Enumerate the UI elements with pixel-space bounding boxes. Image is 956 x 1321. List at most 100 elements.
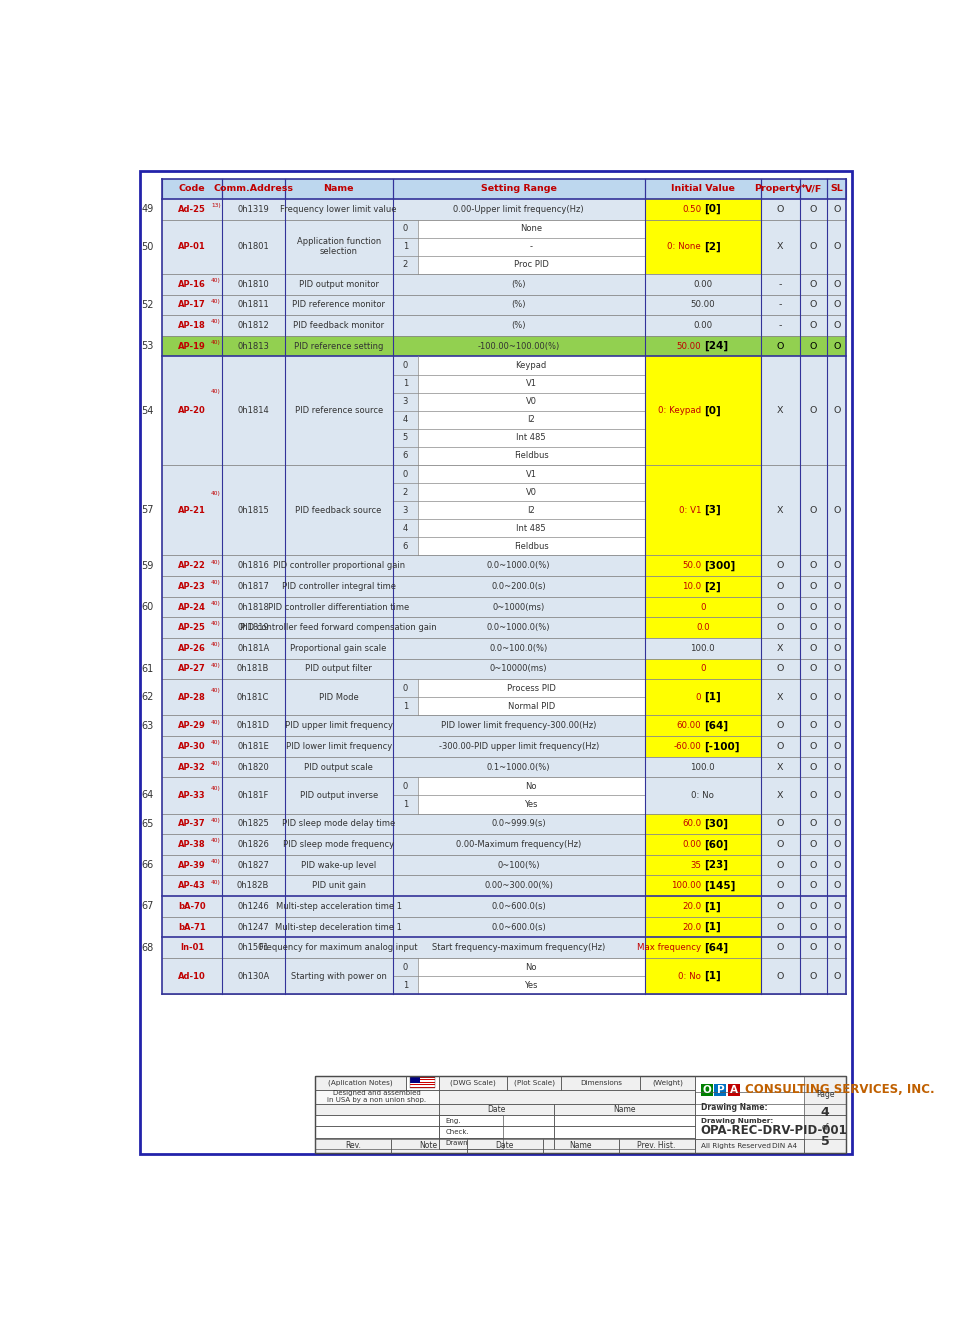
Text: 0.0~200.0(s): 0.0~200.0(s) xyxy=(491,583,546,590)
Text: (%): (%) xyxy=(511,300,526,309)
Text: O: O xyxy=(834,819,840,828)
Bar xyxy=(393,597,644,617)
Bar xyxy=(285,757,393,777)
Text: AP-22: AP-22 xyxy=(178,561,206,571)
Text: O: O xyxy=(834,406,840,415)
Bar xyxy=(163,716,222,736)
Text: Multi-step acceleration time 1: Multi-step acceleration time 1 xyxy=(275,902,402,911)
Bar xyxy=(827,896,846,917)
Bar xyxy=(800,316,827,336)
Text: 0h1813: 0h1813 xyxy=(237,342,269,350)
Text: O: O xyxy=(810,840,817,849)
Text: O: O xyxy=(810,664,817,674)
Bar xyxy=(827,273,846,295)
Bar xyxy=(285,199,393,219)
Bar xyxy=(439,1104,554,1115)
Bar xyxy=(800,896,827,917)
Text: X: X xyxy=(777,506,784,515)
Text: 63: 63 xyxy=(141,721,154,731)
Text: 64: 64 xyxy=(141,790,154,801)
Text: 0.0~100.0(%): 0.0~100.0(%) xyxy=(489,643,548,653)
Text: AP-23: AP-23 xyxy=(178,583,206,590)
Bar xyxy=(222,876,285,896)
Text: Initial Value: Initial Value xyxy=(671,184,734,193)
Bar xyxy=(163,316,222,336)
Bar xyxy=(695,1075,846,1104)
Text: O: O xyxy=(834,902,840,911)
Text: 40): 40) xyxy=(211,688,221,694)
Text: 0.00: 0.00 xyxy=(693,280,712,289)
Bar xyxy=(410,1078,435,1089)
Bar xyxy=(761,638,800,659)
Text: 0h1801: 0h1801 xyxy=(237,242,269,251)
Text: PID output scale: PID output scale xyxy=(304,762,373,771)
Text: 0h181F: 0h181F xyxy=(237,791,269,801)
Bar xyxy=(827,597,846,617)
Bar xyxy=(644,757,761,777)
Bar xyxy=(222,814,285,834)
Bar xyxy=(163,834,222,855)
Text: 50.00: 50.00 xyxy=(677,342,701,350)
Bar xyxy=(315,1115,439,1127)
Text: O: O xyxy=(810,902,817,911)
Bar xyxy=(163,855,222,876)
Bar xyxy=(393,938,644,958)
Bar xyxy=(800,834,827,855)
Text: In-01: In-01 xyxy=(180,943,204,952)
Text: -: - xyxy=(779,300,782,309)
Text: 40): 40) xyxy=(211,491,221,497)
Text: Max frequency: Max frequency xyxy=(637,943,701,952)
Text: 0.0~1000.0(%): 0.0~1000.0(%) xyxy=(487,624,551,633)
Bar xyxy=(827,938,846,958)
Text: 40): 40) xyxy=(211,663,221,667)
Bar xyxy=(315,1075,406,1090)
Text: 0h181E: 0h181E xyxy=(237,742,269,750)
Text: of: of xyxy=(821,1123,829,1132)
Bar xyxy=(163,178,846,199)
Bar xyxy=(285,814,393,834)
Text: A: A xyxy=(729,1085,738,1095)
Text: 0h1825: 0h1825 xyxy=(237,819,269,828)
Text: 60: 60 xyxy=(141,602,154,612)
Text: O: O xyxy=(834,861,840,869)
Bar xyxy=(761,357,800,465)
Text: PID feedback monitor: PID feedback monitor xyxy=(293,321,384,330)
Text: O: O xyxy=(776,861,784,869)
Bar xyxy=(393,814,644,834)
Bar xyxy=(800,357,827,465)
Text: 0: 0 xyxy=(700,664,706,674)
Text: [-100]: [-100] xyxy=(705,741,740,752)
Bar xyxy=(439,1115,554,1127)
Bar xyxy=(827,576,846,597)
Text: PID output monitor: PID output monitor xyxy=(298,280,379,289)
Bar xyxy=(761,834,800,855)
Bar xyxy=(439,1115,554,1127)
Text: Check.: Check. xyxy=(445,1129,469,1135)
Bar xyxy=(163,917,222,938)
Bar xyxy=(222,336,285,357)
Bar xyxy=(285,938,393,958)
Bar xyxy=(315,1090,439,1104)
Bar xyxy=(418,679,644,716)
Text: X: X xyxy=(777,762,784,771)
Bar xyxy=(543,1139,619,1153)
Bar xyxy=(561,1075,641,1090)
Bar xyxy=(418,219,644,273)
Bar xyxy=(761,555,800,576)
Text: Starting with power on: Starting with power on xyxy=(291,972,386,980)
Text: 0~100(%): 0~100(%) xyxy=(497,861,540,869)
Text: CONSULTING SERVICES, INC.: CONSULTING SERVICES, INC. xyxy=(745,1083,934,1096)
Text: Multi-step deceleration time 1: Multi-step deceleration time 1 xyxy=(275,922,402,931)
Bar xyxy=(222,938,285,958)
Text: 1: 1 xyxy=(402,242,408,251)
Text: [2]: [2] xyxy=(705,242,721,252)
Bar xyxy=(800,736,827,757)
Bar xyxy=(222,199,285,219)
Text: 0.0~999.9(s): 0.0~999.9(s) xyxy=(491,819,546,828)
Text: PID reference monitor: PID reference monitor xyxy=(293,300,385,309)
Bar xyxy=(163,617,222,638)
Bar xyxy=(222,465,285,555)
Text: AP-17: AP-17 xyxy=(178,300,206,309)
Bar xyxy=(222,716,285,736)
Text: 0h1827: 0h1827 xyxy=(237,861,269,869)
